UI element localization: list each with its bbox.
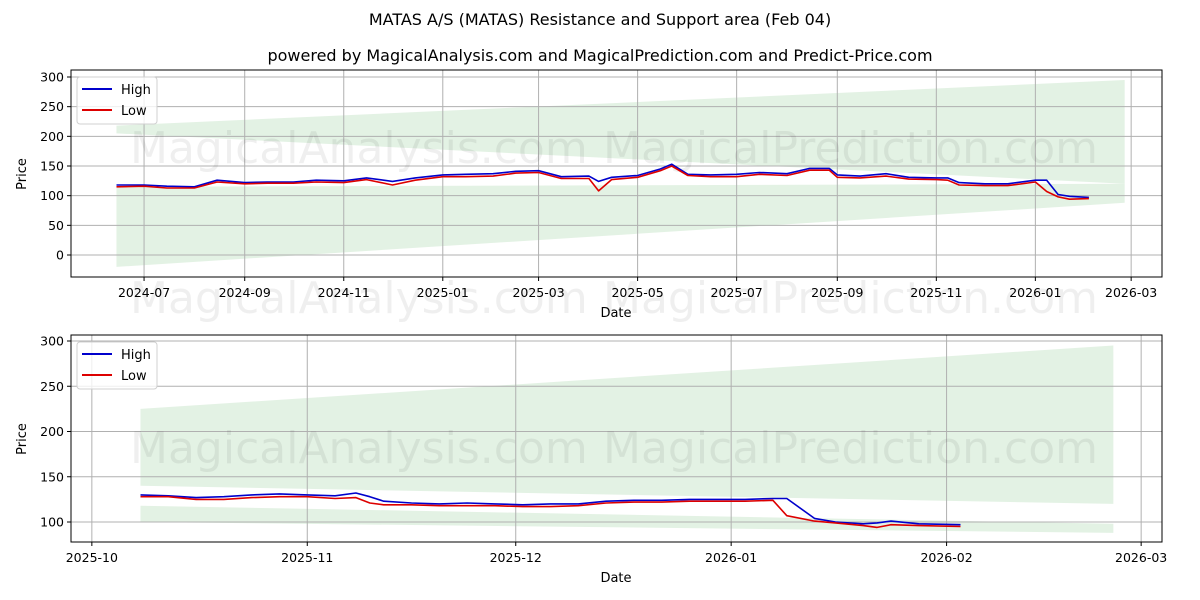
legend-high-label: High <box>121 83 151 98</box>
y-tick-label: 100 <box>40 515 64 530</box>
top-axes-frame <box>70 69 1163 278</box>
watermark-prediction: MagicalPrediction.com <box>603 123 1098 174</box>
series-high-line <box>116 163 1089 199</box>
top-lines <box>116 163 1089 200</box>
x-tick-label: 2025-05 <box>611 285 663 300</box>
x-tick-label: 2025-09 <box>811 285 863 300</box>
top-ticks: 0 50 100 150 200 250 300 2024-07 2024-09 2024-11 2… <box>40 70 1157 301</box>
x-tick-label: 2026-03 <box>1105 285 1157 300</box>
legend-low-label: Low <box>121 104 147 119</box>
y-tick-label: 100 <box>40 188 64 203</box>
x-tick-label: 2025-03 <box>512 285 564 300</box>
y-tick-label: 300 <box>40 334 64 349</box>
series-low-line <box>140 495 961 529</box>
bottom-axes-frame <box>70 334 1163 543</box>
y-tick-label: 300 <box>40 70 64 85</box>
band-1 <box>140 505 1114 533</box>
band-0 <box>116 79 1125 184</box>
top-ylabel: Price <box>15 158 30 190</box>
x-tick-label: 2024-09 <box>219 285 271 300</box>
band-0 <box>140 345 1114 504</box>
watermark-analysis-2: MagicalAnalysis.com <box>130 273 588 324</box>
x-tick-label: 2025-01 <box>417 285 469 300</box>
x-tick-label: 2025-10 <box>66 550 118 565</box>
top-xlabel: Date <box>600 306 631 321</box>
x-tick-label: 2026-01 <box>705 550 757 565</box>
bottom-grid <box>71 335 1162 542</box>
series-high-line <box>140 492 961 526</box>
bottom-ylabel: Price <box>15 423 30 455</box>
x-tick-label: 2024-07 <box>118 285 170 300</box>
watermark-analysis-3: MagicalAnalysis.com <box>130 423 588 474</box>
top-legend: High Low <box>76 76 158 125</box>
chart-subtitle: powered by MagicalAnalysis.com and Magic… <box>267 46 933 65</box>
top-chart: MagicalAnalysis.com MagicalPrediction.co… <box>15 69 1163 324</box>
y-tick-label: 150 <box>40 469 64 484</box>
y-tick-label: 200 <box>40 129 64 144</box>
x-tick-label: 2026-03 <box>1115 550 1167 565</box>
watermark-prediction-3: MagicalPrediction.com <box>603 423 1098 474</box>
x-tick-label: 2026-01 <box>1009 285 1061 300</box>
watermark-prediction-2: MagicalPrediction.com <box>603 273 1098 324</box>
bottom-legend: High Low <box>76 341 158 390</box>
chart-title: MATAS A/S (MATAS) Resistance and Support… <box>368 10 832 29</box>
x-tick-label: 2026-02 <box>920 550 972 565</box>
y-tick-label: 250 <box>40 99 64 114</box>
x-tick-label: 2024-11 <box>318 285 370 300</box>
y-tick-label: 200 <box>40 424 64 439</box>
bottom-ticks: 100 150 200 250 300 2025-10 2025-11 2025-12 2026… <box>40 334 1167 566</box>
y-tick-label: 0 <box>56 248 64 263</box>
bottom-xlabel: Date <box>600 571 631 586</box>
y-tick-label: 50 <box>48 218 64 233</box>
x-tick-label: 2025-12 <box>490 550 542 565</box>
y-tick-label: 250 <box>40 379 64 394</box>
x-tick-label: 2025-11 <box>281 550 333 565</box>
top-grid <box>71 70 1162 277</box>
y-tick-label: 150 <box>40 159 64 174</box>
legend-high-label: High <box>121 348 151 363</box>
bottom-chart: MagicalAnalysis.com MagicalPrediction.co… <box>15 334 1167 587</box>
legend-low-label: Low <box>121 369 147 384</box>
series-low-line <box>116 165 1089 200</box>
x-tick-label: 2025-07 <box>711 285 763 300</box>
bottom-lines <box>140 492 961 529</box>
watermark-analysis: MagicalAnalysis.com <box>130 123 588 174</box>
x-tick-label: 2025-11 <box>910 285 962 300</box>
